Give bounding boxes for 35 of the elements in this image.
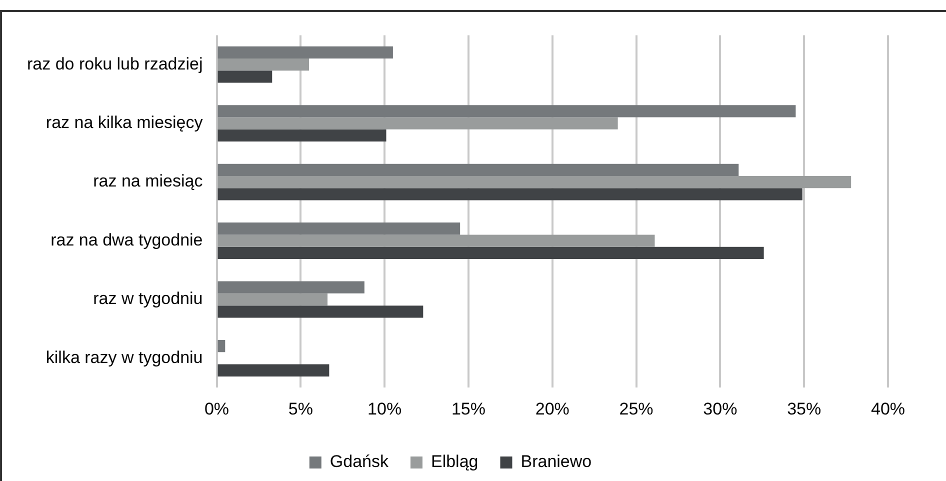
bar (218, 117, 618, 130)
bar (218, 70, 272, 83)
x-tick-label: 35% (787, 399, 822, 418)
x-tick-label: 20% (535, 399, 570, 418)
y-tick-label: raz na miesiąc (93, 172, 204, 191)
y-tick-label: raz w tygodniu (93, 289, 203, 308)
bar (218, 340, 226, 352)
x-tick-label: 0% (204, 399, 230, 418)
legend-label: Gdańsk (330, 452, 389, 472)
legend-label: Elbląg (430, 452, 478, 472)
bar (218, 176, 852, 188)
bar (218, 234, 655, 247)
bar (218, 46, 393, 58)
x-tick-label: 15% (451, 399, 486, 418)
bar (218, 129, 386, 142)
legend-label: Braniewo (520, 452, 592, 472)
x-tick-label: 10% (368, 399, 402, 418)
y-tick-label: raz do roku lub rzadziej (26, 54, 203, 74)
bar (218, 246, 764, 259)
bar (218, 188, 802, 200)
bar (218, 364, 330, 376)
bar (218, 293, 328, 306)
y-tick-label: raz na kilka miesięcy (46, 112, 204, 132)
bar (218, 164, 739, 176)
bar (218, 306, 424, 318)
y-tick-label: raz na dwa tygodnie (50, 230, 203, 250)
bar (218, 222, 460, 235)
x-tick-label: 25% (619, 399, 654, 418)
bar (218, 281, 364, 294)
x-tick-label: 40% (870, 399, 906, 418)
y-tick-label: kilka razy w tygodniu (46, 348, 203, 367)
bar (218, 58, 310, 71)
bar (218, 105, 796, 118)
x-tick-label: 5% (288, 399, 313, 418)
x-tick-label: 30% (703, 399, 738, 418)
